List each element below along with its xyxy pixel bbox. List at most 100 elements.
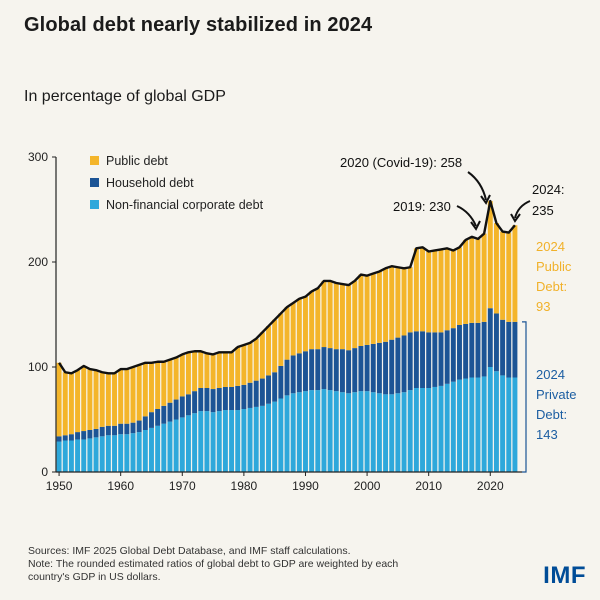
household-bar — [352, 348, 358, 393]
corporate-bar — [161, 423, 167, 472]
y-tick-label: 300 — [28, 150, 48, 164]
public-bar — [75, 370, 81, 433]
public-bar — [247, 342, 253, 383]
public-bar — [401, 267, 407, 336]
corporate-bar — [75, 439, 81, 472]
public-bar — [407, 267, 413, 333]
public-bar — [290, 302, 296, 356]
household-bar — [438, 332, 444, 386]
household-bar — [136, 420, 142, 433]
household-bar — [155, 409, 161, 426]
public-bar — [142, 362, 148, 417]
corporate-bar — [93, 437, 99, 472]
household-bar — [370, 343, 376, 393]
y-tick-label: 0 — [41, 465, 48, 479]
household-bar — [309, 349, 315, 391]
x-tick-label: 2000 — [354, 479, 381, 493]
public-bar — [481, 233, 487, 322]
household-bar — [192, 391, 198, 414]
corporate-bar — [155, 425, 161, 472]
household-bar — [450, 328, 456, 382]
corporate-bar — [426, 388, 432, 472]
household-bar — [395, 337, 401, 394]
household-bar — [327, 348, 333, 391]
household-bar — [290, 355, 296, 394]
private-debt-bracket — [522, 321, 527, 473]
corporate-bar — [179, 417, 185, 472]
household-bar — [93, 428, 99, 438]
corporate-bar — [112, 435, 117, 472]
chart-axes: 0 100 200 300 1950 1960 1970 1980 1990 2000 2010 20… — [28, 150, 522, 493]
corporate-bar — [222, 410, 228, 472]
corporate-bar — [81, 439, 87, 472]
x-tick-label: 1960 — [107, 479, 134, 493]
corporate-bar — [432, 386, 438, 472]
public-bar — [210, 354, 216, 390]
household-bar — [426, 332, 432, 388]
household-bar — [247, 382, 253, 408]
public-bar — [259, 332, 265, 379]
household-bar — [216, 388, 222, 412]
corporate-bar — [315, 390, 321, 472]
public-bar — [364, 275, 370, 345]
legend-label: Public debt — [106, 154, 168, 168]
corporate-bar — [204, 411, 210, 472]
public-bar — [370, 273, 376, 344]
imf-logo: IMF — [543, 562, 586, 589]
household-bar — [105, 425, 111, 436]
corporate-bar — [284, 395, 290, 472]
corporate-bar — [136, 432, 142, 472]
chart-footer: Sources: IMF 2025 Global Debt Database, … — [28, 545, 448, 584]
debt-chart: 0 100 200 300 1950 1960 1970 1980 1990 2000 2010 20… — [28, 150, 577, 493]
household-bar — [112, 425, 117, 436]
public-bar — [222, 352, 228, 387]
public-bar — [167, 359, 173, 403]
note-text-line2: country's GDP in US dollars. — [28, 571, 161, 583]
public-bar — [99, 372, 105, 427]
public-bar — [352, 280, 358, 349]
public-bar — [346, 285, 352, 351]
corporate-bar — [229, 410, 235, 472]
corporate-bar — [469, 377, 475, 472]
household-bar — [87, 430, 93, 439]
household-bar — [272, 372, 278, 402]
x-tick-label: 2020 — [477, 479, 504, 493]
public-bar — [81, 365, 87, 432]
corporate-bar — [346, 393, 352, 472]
corporate-bar — [142, 430, 148, 472]
corporate-bar — [463, 378, 469, 472]
household-bar — [358, 346, 364, 392]
corporate-bar — [241, 409, 247, 472]
private-debt-2024-label: Private — [536, 387, 576, 402]
public-bar — [235, 347, 241, 386]
household-bar — [407, 332, 413, 391]
corporate-bar — [198, 411, 204, 472]
public-bar — [241, 344, 247, 385]
public-bar — [173, 357, 179, 400]
public-bar — [358, 274, 364, 346]
corporate-bar — [512, 377, 518, 472]
private-debt-2024-label: Debt: — [536, 407, 567, 422]
corporate-bar — [185, 415, 191, 472]
corporate-bar — [370, 392, 376, 472]
x-tick-label: 1990 — [292, 479, 319, 493]
household-bar — [167, 402, 173, 422]
corporate-bar — [389, 394, 395, 472]
public-bar — [339, 284, 345, 350]
public-bar — [229, 352, 235, 387]
private-debt-2024-label: 2024 — [536, 367, 565, 382]
corporate-bar — [266, 403, 271, 472]
y2019-arrow — [456, 205, 477, 227]
household-bar — [198, 388, 204, 412]
total-debt-line — [58, 199, 516, 375]
public-bar — [296, 298, 302, 354]
public-bar — [432, 250, 438, 333]
public-bar — [321, 280, 327, 348]
corporate-bar — [450, 381, 456, 472]
household-bar — [481, 321, 487, 377]
public-bar — [413, 248, 419, 332]
household-bar — [376, 342, 382, 394]
household-bar — [469, 322, 475, 378]
public-debt-2024-label: Public — [536, 259, 572, 274]
household-bar — [75, 432, 81, 440]
